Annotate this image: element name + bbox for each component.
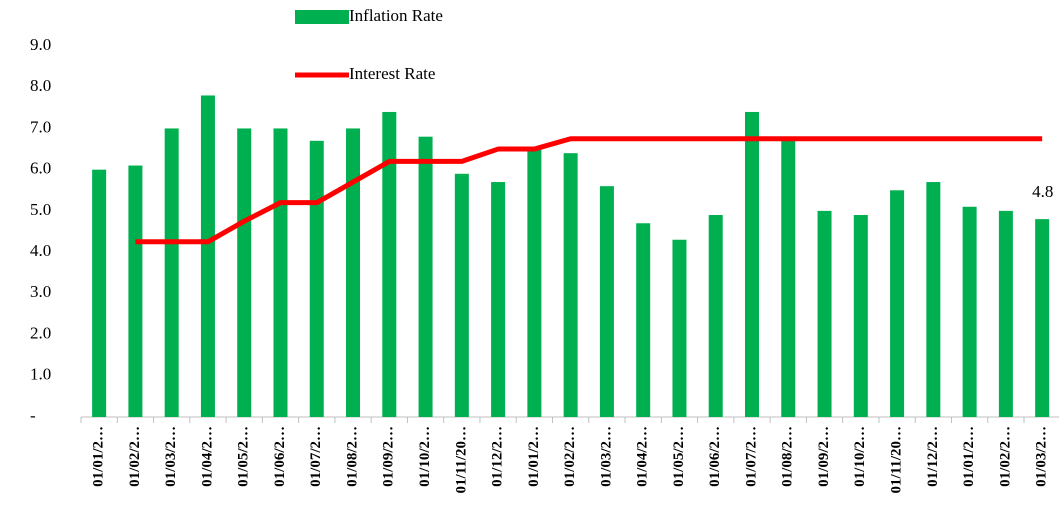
x-tick-label: 01/04/2… xyxy=(199,426,215,487)
bar xyxy=(563,153,578,417)
x-tick-label: 01/08/2… xyxy=(780,426,796,487)
x-tick-label: 01/01/2… xyxy=(526,426,542,487)
x-tick-label: 01/07/2… xyxy=(308,426,324,487)
legend-swatch xyxy=(295,10,349,24)
bar xyxy=(672,239,687,417)
bar xyxy=(309,140,324,418)
bar xyxy=(962,206,977,417)
x-tick-label: 01/10/2… xyxy=(852,426,868,487)
y-tick-label: 9.0 xyxy=(30,35,51,54)
bar xyxy=(527,149,542,418)
x-tick-label: 01/03/2… xyxy=(598,426,614,487)
x-tick-label: 01/09/2… xyxy=(816,426,832,487)
bar xyxy=(346,128,361,417)
x-tick-label: 01/06/2… xyxy=(707,426,723,487)
legend-label: Inflation Rate xyxy=(349,6,443,25)
x-tick-label: 01/10/2… xyxy=(417,426,433,487)
bar xyxy=(781,136,796,417)
y-tick-label: 8.0 xyxy=(30,76,51,95)
bar xyxy=(164,128,179,417)
bar xyxy=(599,186,614,417)
x-tick-label: 01/05/2… xyxy=(236,426,252,487)
y-tick-label: 1.0 xyxy=(30,365,51,384)
y-tick-label: 7.0 xyxy=(30,117,51,136)
y-tick-label: 5.0 xyxy=(30,200,51,219)
x-tick-label: 01/02/2… xyxy=(997,426,1013,487)
bar xyxy=(853,215,868,417)
bar xyxy=(128,165,143,417)
bar xyxy=(1035,219,1050,417)
bar xyxy=(491,182,506,417)
x-tick-label: 01/12/2… xyxy=(925,426,941,487)
y-tick-label: 6.0 xyxy=(30,159,51,178)
bar xyxy=(998,210,1013,417)
x-tick-label: 01/02/2… xyxy=(127,426,143,487)
bar xyxy=(817,210,832,417)
x-tick-label: 01/11/20… xyxy=(453,426,469,494)
x-tick-label: 01/04/2… xyxy=(635,426,651,487)
x-tick-label: 01/05/2… xyxy=(671,426,687,487)
bar xyxy=(708,215,723,417)
bar xyxy=(237,128,252,417)
legend-label: Interest Rate xyxy=(349,64,435,83)
bar xyxy=(926,182,941,417)
x-tick-label: 01/01/2… xyxy=(961,426,977,487)
bar xyxy=(418,136,433,417)
x-tick-label: 01/07/2… xyxy=(743,426,759,487)
data-label: 4.8 xyxy=(1032,182,1053,201)
bar xyxy=(382,111,397,417)
x-tick-label: 01/06/2… xyxy=(272,426,288,487)
bar xyxy=(636,223,651,417)
y-tick-label: 2.0 xyxy=(30,323,51,342)
x-tick-label: 01/12/2… xyxy=(490,426,506,487)
x-tick-label: 01/03/2… xyxy=(1034,426,1050,487)
y-tick-label: 4.0 xyxy=(30,241,51,260)
bar xyxy=(200,95,215,417)
x-tick-label: 01/11/20… xyxy=(889,426,905,494)
x-tick-label: 01/03/2… xyxy=(163,426,179,487)
x-tick-label: 01/02/2… xyxy=(562,426,578,487)
bar xyxy=(454,173,469,417)
bar xyxy=(890,190,905,417)
x-tick-label: 01/09/2… xyxy=(381,426,397,487)
bar xyxy=(273,128,288,417)
y-tick-label: - xyxy=(30,406,36,425)
line xyxy=(135,136,1043,245)
bar xyxy=(92,169,107,417)
y-tick-label: 3.0 xyxy=(30,282,51,301)
x-tick-label: 01/01/2… xyxy=(91,426,107,487)
bar xyxy=(744,111,759,417)
x-tick-label: 01/08/2… xyxy=(344,426,360,487)
